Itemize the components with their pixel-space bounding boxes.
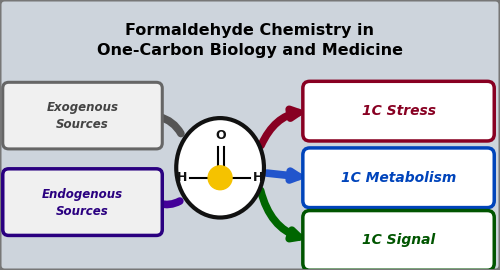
Text: 1C Signal: 1C Signal [362, 233, 435, 247]
FancyBboxPatch shape [303, 81, 494, 141]
Text: Formaldehyde Chemistry in: Formaldehyde Chemistry in [126, 23, 374, 38]
Text: H: H [253, 171, 263, 184]
FancyBboxPatch shape [303, 211, 494, 270]
Ellipse shape [176, 118, 264, 218]
Text: H: H [177, 171, 188, 184]
FancyBboxPatch shape [303, 148, 494, 208]
Text: O: O [216, 130, 226, 143]
FancyBboxPatch shape [3, 82, 162, 149]
Text: 1C Metabolism: 1C Metabolism [341, 171, 456, 185]
Text: 1C Stress: 1C Stress [362, 104, 436, 118]
Text: One-Carbon Biology and Medicine: One-Carbon Biology and Medicine [97, 43, 403, 58]
Text: Exogenous
Sources: Exogenous Sources [46, 101, 118, 131]
FancyBboxPatch shape [3, 169, 162, 235]
Circle shape [208, 166, 232, 190]
Text: Endogenous
Sources: Endogenous Sources [42, 188, 123, 218]
